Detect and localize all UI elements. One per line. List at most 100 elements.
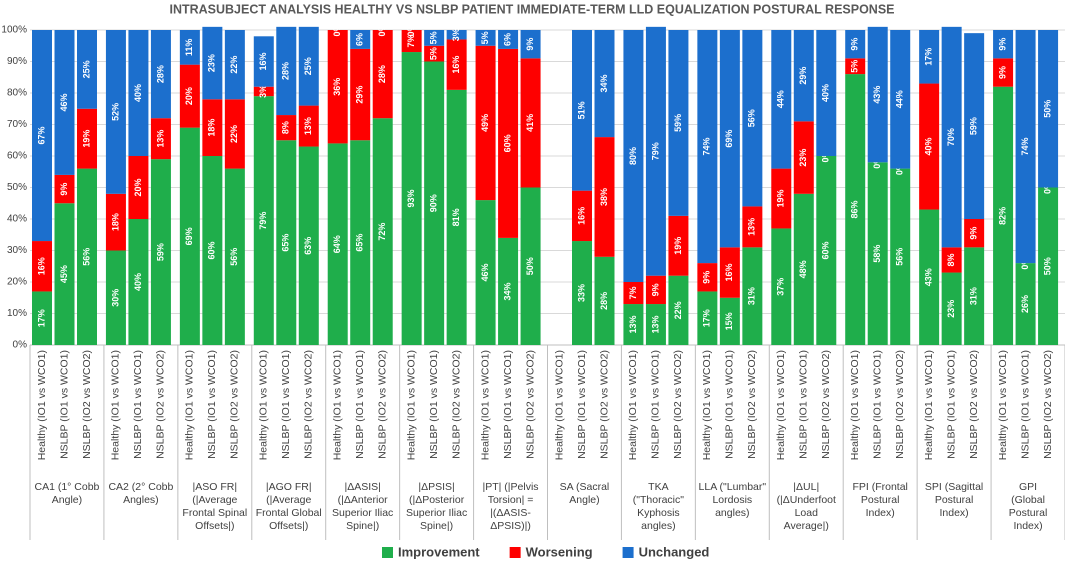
group-label: Offsets|) <box>269 520 308 532</box>
value-label: 46% <box>59 93 69 111</box>
bar-segment <box>623 30 644 282</box>
bar-segment <box>645 275 666 305</box>
bar-segment <box>475 45 496 201</box>
x-tick-label: NSLBP (IO2 vs WCO2) <box>968 350 980 459</box>
value-label: 86% <box>850 201 860 219</box>
bar-segment <box>771 228 792 345</box>
group-label: (|Average <box>266 494 311 506</box>
value-label: 7% <box>406 35 416 48</box>
value-label: 9% <box>59 183 69 196</box>
x-tick-label: Healthy (IO1 vs WCO1) <box>701 350 713 460</box>
y-tick-label: 60% <box>7 151 27 162</box>
value-label: 31% <box>747 287 757 305</box>
value-label: 69% <box>184 227 194 245</box>
value-label: 51% <box>576 101 586 119</box>
value-label: 40% <box>924 138 934 156</box>
value-label: 9% <box>997 66 1007 79</box>
value-label: 56% <box>895 248 905 266</box>
bar-segment <box>919 209 940 345</box>
x-tick-label: NSLBP (IO1 vs WCO1) <box>132 350 144 459</box>
group-label: |ΔASIS| <box>344 481 380 493</box>
group-label: SPI (Sagittal <box>925 481 983 493</box>
x-tick-label: Healthy (IO1 vs WCO1) <box>627 350 639 460</box>
x-tick-label: NSLBP (IO1 vs WCO1) <box>798 350 810 459</box>
value-label: 25% <box>81 60 91 78</box>
bar-segment <box>253 86 274 97</box>
value-label: 74% <box>1020 138 1030 156</box>
bar-segment <box>424 45 445 62</box>
bar-segment <box>719 30 740 248</box>
value-label: 13% <box>650 316 660 334</box>
group-label: ΔPSIS)|) <box>490 520 531 532</box>
x-tick-label: NSLBP (IO1 vs WCO1) <box>280 350 292 459</box>
group-label: |ΔPSIS| <box>418 481 454 493</box>
value-label: 44% <box>776 90 786 108</box>
x-tick-label: Healthy (IO1 vs WCO1) <box>331 350 343 460</box>
bar-segment <box>179 127 200 346</box>
bar-segment <box>401 30 422 53</box>
x-tick-label: NSLBP (IO1 vs WCO1) <box>58 350 70 459</box>
x-tick-label: NSLBP (IO2 vs WCO2) <box>155 350 167 459</box>
bar-segment <box>202 99 223 156</box>
legend-label: Unchanged <box>639 544 710 559</box>
group-label: Superior Iliac <box>406 507 467 519</box>
group-label: Torsion| = <box>488 494 534 506</box>
x-tick-label: NSLBP (IO2 vs WCO2) <box>524 350 536 459</box>
x-tick-label: NSLBP (IO1 vs WCO1) <box>428 350 440 459</box>
bar-segment <box>594 256 615 345</box>
value-label: 9% <box>525 38 535 51</box>
bar-segment <box>771 168 792 229</box>
y-tick-label: 0% <box>13 340 28 351</box>
value-label: 72% <box>377 223 387 241</box>
value-label: 23% <box>946 300 956 318</box>
x-tick-label: Healthy (IO1 vs WCO1) <box>849 350 861 460</box>
bar-segment <box>446 39 467 90</box>
x-tick-label: NSLBP (IO1 vs WCO1) <box>576 350 588 459</box>
bar-segment <box>327 30 348 144</box>
bar-segment <box>919 30 940 84</box>
bar-segment <box>572 241 592 345</box>
x-tick-label: NSLBP (IO1 vs WCO1) <box>650 350 662 459</box>
value-label: 16% <box>724 264 734 282</box>
value-label: 41% <box>525 114 535 132</box>
value-label: 11% <box>184 39 194 57</box>
bar-segment <box>742 30 763 207</box>
value-label: 52% <box>110 103 120 121</box>
value-label: 46% <box>480 264 490 282</box>
bar-segment <box>128 30 149 156</box>
value-label: 50% <box>525 257 535 275</box>
bar-segment <box>993 86 1014 345</box>
bar-segment <box>498 48 519 238</box>
bar-segment <box>1015 263 1036 345</box>
value-label: 37% <box>776 278 786 296</box>
x-tick-label: Healthy (IO1 vs WCO1) <box>405 350 417 460</box>
group-label: GPI <box>1019 481 1037 493</box>
group-label: TKA <box>648 481 668 493</box>
value-label: 8% <box>281 121 291 134</box>
value-label: 9% <box>650 283 660 296</box>
value-label: 58% <box>872 245 882 263</box>
group-label: Angle) <box>52 494 82 506</box>
x-tick-label: NSLBP (IO2 vs WCO2) <box>746 350 758 459</box>
value-label: 5% <box>429 47 439 60</box>
bar-segment <box>520 30 541 59</box>
value-label: 6% <box>502 33 512 46</box>
x-tick-label: NSLBP (IO2 vs WCO2) <box>229 350 241 459</box>
value-label: 44% <box>895 90 905 108</box>
bar-segment <box>253 96 274 346</box>
bar-segment <box>202 156 223 345</box>
group-label: Angles) <box>123 494 159 506</box>
value-label: 9% <box>702 271 712 284</box>
x-tick-label: Healthy (IO1 vs WCO1) <box>923 350 935 460</box>
y-tick-label: 50% <box>7 182 27 193</box>
x-tick-label: NSLBP (IO2 vs WCO2) <box>450 350 462 459</box>
value-label: 38% <box>599 188 609 206</box>
group-label: |ΔUL| <box>793 481 819 493</box>
bar-segment <box>150 118 171 160</box>
value-label: 13% <box>303 117 313 135</box>
legend-label: Improvement <box>398 544 480 559</box>
x-tick-label: NSLBP (IO1 vs WCO1) <box>502 350 514 459</box>
bar-segment <box>645 26 666 276</box>
value-label: 13% <box>747 218 757 236</box>
value-label: 45% <box>59 265 69 283</box>
